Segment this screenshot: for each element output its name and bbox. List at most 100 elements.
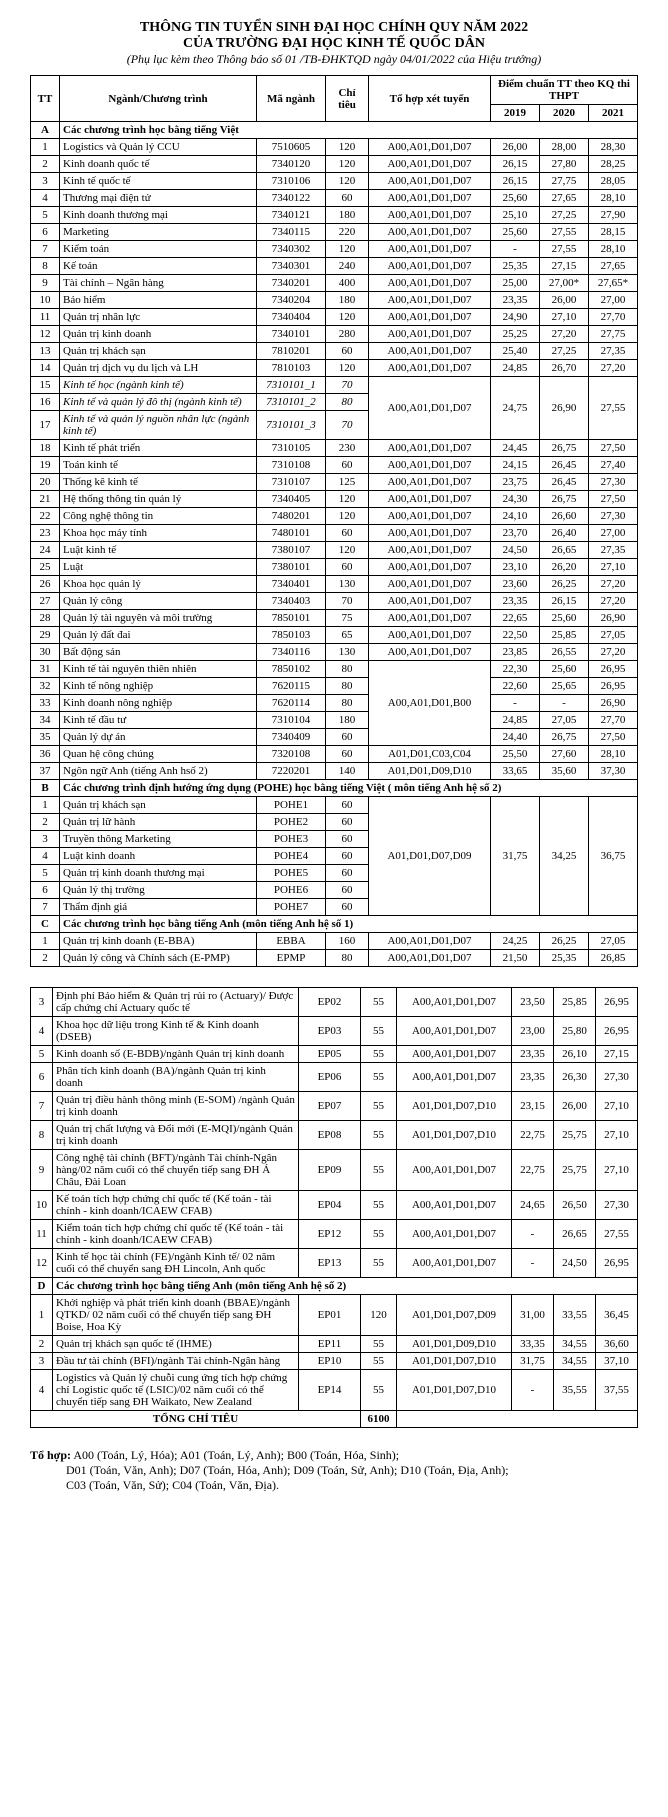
cell: Quản trị lữ hành bbox=[60, 814, 257, 831]
cell: 120 bbox=[361, 1295, 397, 1336]
cell: 26,95 bbox=[596, 1249, 638, 1278]
cell: 26,00 bbox=[540, 292, 589, 309]
cell: 28,10 bbox=[589, 241, 638, 258]
cell: 27,10 bbox=[596, 1092, 638, 1121]
cell: 60 bbox=[326, 814, 369, 831]
cell: 24,65 bbox=[512, 1191, 554, 1220]
cell: 35,55 bbox=[554, 1370, 596, 1411]
table-row: 18Kinh tế phát triển7310105230A00,A01,D0… bbox=[31, 440, 638, 457]
table-row: 5Kinh doanh số (E-BDB)/ngành Quản trị ki… bbox=[31, 1046, 638, 1063]
col-2019: 2019 bbox=[491, 105, 540, 122]
cell: 7510605 bbox=[257, 139, 326, 156]
cell: 24 bbox=[31, 542, 60, 559]
cell: 25,10 bbox=[491, 207, 540, 224]
section-id: C bbox=[31, 916, 60, 933]
cell: 15 bbox=[31, 377, 60, 394]
cell: Quản trị nhân lực bbox=[60, 309, 257, 326]
cell: A00,A01,D01,D07 bbox=[369, 933, 491, 950]
cell: A00,A01,D01,D07 bbox=[369, 525, 491, 542]
cell: 26,45 bbox=[540, 474, 589, 491]
cell: Kinh tế học tài chính (FE)/ngành Kinh tế… bbox=[53, 1249, 299, 1278]
cell: A01,D01,D07,D10 bbox=[397, 1092, 512, 1121]
cell: 25,75 bbox=[554, 1150, 596, 1191]
cell: 25,35 bbox=[540, 950, 589, 967]
cell: 10 bbox=[31, 292, 60, 309]
cell: 30 bbox=[31, 644, 60, 661]
cell: 33,65 bbox=[491, 763, 540, 780]
cell: 22,60 bbox=[491, 678, 540, 695]
cell: Kế toán tích hợp chứng chỉ quốc tế (Kế t… bbox=[53, 1191, 299, 1220]
cell: 37,10 bbox=[596, 1353, 638, 1370]
cell: 27,55 bbox=[596, 1220, 638, 1249]
cell: Khởi nghiệp và phát triển kinh doanh (BB… bbox=[53, 1295, 299, 1336]
cell: 7320108 bbox=[257, 746, 326, 763]
table-row: 2Quản lý công và Chính sách (E-PMP)EPMP8… bbox=[31, 950, 638, 967]
cell: A01,D01,D07,D09 bbox=[397, 1295, 512, 1336]
cell: 55 bbox=[361, 1370, 397, 1411]
cell: 25,50 bbox=[491, 746, 540, 763]
cell: 70 bbox=[326, 593, 369, 610]
title-line-1: THÔNG TIN TUYỂN SINH ĐẠI HỌC CHÍNH QUY N… bbox=[30, 20, 638, 36]
cell: 25,75 bbox=[554, 1121, 596, 1150]
cell: A01,D01,D07,D10 bbox=[397, 1353, 512, 1370]
cell: 26,95 bbox=[596, 1017, 638, 1046]
cell: 140 bbox=[326, 763, 369, 780]
table-row: 14Quản trị dịch vụ du lịch và LH78101031… bbox=[31, 360, 638, 377]
cell: 7310105 bbox=[257, 440, 326, 457]
cell: 7220201 bbox=[257, 763, 326, 780]
cell: 27,30 bbox=[589, 508, 638, 525]
cell: 8 bbox=[31, 1121, 53, 1150]
cell: 60 bbox=[326, 525, 369, 542]
cell: Kinh tế đầu tư bbox=[60, 712, 257, 729]
col-combo: Tổ hợp xét tuyển bbox=[369, 76, 491, 122]
cell: 33 bbox=[31, 695, 60, 712]
cell: 3 bbox=[31, 1353, 53, 1370]
cell: 8 bbox=[31, 258, 60, 275]
table-row: 4Logistics và Quản lý chuỗi cung ứng tíc… bbox=[31, 1370, 638, 1411]
cell: 26,15 bbox=[491, 156, 540, 173]
cell: 5 bbox=[31, 865, 60, 882]
cell: 3 bbox=[31, 831, 60, 848]
cell: 23,70 bbox=[491, 525, 540, 542]
cell: A00,A01,D01,D07 bbox=[369, 440, 491, 457]
cell: 27,65* bbox=[589, 275, 638, 292]
cell: EP04 bbox=[299, 1191, 361, 1220]
cell: 7340301 bbox=[257, 258, 326, 275]
cell: 2 bbox=[31, 1336, 53, 1353]
cell: 27,65 bbox=[589, 258, 638, 275]
cell: 25,80 bbox=[554, 1017, 596, 1046]
cell: EP05 bbox=[299, 1046, 361, 1063]
cell: A00,A01,D01,D07 bbox=[397, 1063, 512, 1092]
cell: 7810103 bbox=[257, 360, 326, 377]
cell: 16 bbox=[31, 394, 60, 411]
cell: 24,25 bbox=[491, 933, 540, 950]
cell: 60 bbox=[326, 865, 369, 882]
page-header: THÔNG TIN TUYỂN SINH ĐẠI HỌC CHÍNH QUY N… bbox=[30, 20, 638, 67]
cell: A00,A01,D01,D07 bbox=[369, 576, 491, 593]
cell: 1 bbox=[31, 933, 60, 950]
cell: 10 bbox=[31, 1191, 53, 1220]
cell: 1 bbox=[31, 1295, 53, 1336]
table-row: 10Kế toán tích hợp chứng chỉ quốc tế (Kế… bbox=[31, 1191, 638, 1220]
cell: 4 bbox=[31, 1017, 53, 1046]
table-row: 28Quản lý tài nguyên và môi trường785010… bbox=[31, 610, 638, 627]
cell: 27,10 bbox=[596, 1150, 638, 1191]
cell: A00,A01,D01,D07 bbox=[369, 457, 491, 474]
cell: A00,A01,D01,D07 bbox=[369, 491, 491, 508]
cell: 19 bbox=[31, 457, 60, 474]
cell: 26,70 bbox=[540, 360, 589, 377]
table-row: 33Kinh doanh nông nghiệp762011480--26,90 bbox=[31, 695, 638, 712]
cell: 7380107 bbox=[257, 542, 326, 559]
cell: 27,30 bbox=[596, 1191, 638, 1220]
cell: 25,35 bbox=[491, 258, 540, 275]
cell: Luật bbox=[60, 559, 257, 576]
cell: 28,30 bbox=[589, 139, 638, 156]
cell: Khoa học máy tính bbox=[60, 525, 257, 542]
table-row: 2Kinh doanh quốc tế7340120120A00,A01,D01… bbox=[31, 156, 638, 173]
cell: 36 bbox=[31, 746, 60, 763]
cell: 7340121 bbox=[257, 207, 326, 224]
cell: 26,85 bbox=[589, 950, 638, 967]
cell: 25,65 bbox=[540, 678, 589, 695]
cell: 80 bbox=[326, 695, 369, 712]
col-score-group: Điểm chuẩn TT theo KQ thi THPT bbox=[491, 76, 638, 105]
